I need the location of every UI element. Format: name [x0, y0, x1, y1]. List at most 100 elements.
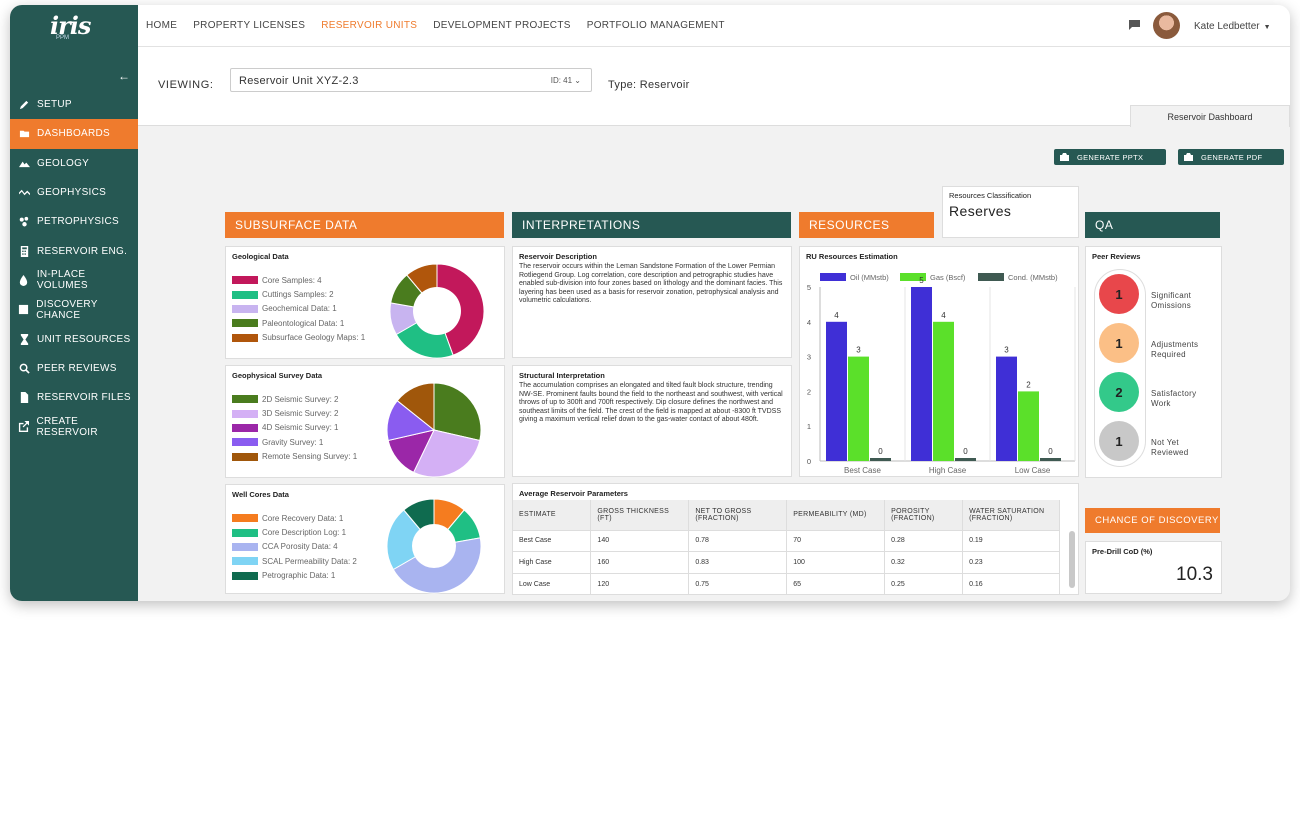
- table-cell: 100: [786, 551, 886, 573]
- sidebar-item-petrophysics[interactable]: PETROPHYSICS: [10, 207, 138, 236]
- logo[interactable]: iris PPM: [50, 11, 91, 45]
- sidebar-item-label: GEOPHYSICS: [37, 187, 107, 199]
- x-tick-label: High Case: [929, 466, 967, 475]
- pre-drill-cod-card: Pre-Drill CoD (%) 10.3: [1085, 541, 1222, 594]
- legend-label: Cuttings Samples: 2: [262, 290, 334, 300]
- pie-slice[interactable]: [412, 429, 481, 478]
- user-menu[interactable]: Kate Ledbetter ▼: [1194, 21, 1271, 32]
- donut-hole: [413, 287, 461, 335]
- dice-icon: [18, 304, 29, 316]
- molecule-icon: [18, 216, 30, 228]
- generate-pdf-button[interactable]: GENERATE PDF: [1178, 149, 1284, 165]
- table-cell: 140: [590, 529, 690, 552]
- sidebar-item-label: RESERVOIR FILES: [37, 392, 131, 404]
- legend-label: Subsurface Geology Maps: 1: [262, 333, 366, 343]
- sidebar-item-create-reservoir[interactable]: CREATE RESERVOIR: [10, 412, 138, 441]
- table-cell: 70: [786, 529, 886, 552]
- pencil-icon: [18, 99, 30, 111]
- pie-slice[interactable]: [396, 382, 435, 432]
- chevron-down-icon: ⌄: [574, 76, 581, 85]
- adjustments-required-label: Adjustments Required: [1151, 340, 1198, 360]
- topnav-reservoir-units[interactable]: RESERVOIR UNITS: [321, 20, 418, 31]
- legend-label: Core Description Log: 1: [262, 528, 347, 538]
- table-cell: High Case: [513, 551, 592, 573]
- tab-reservoir-dashboard[interactable]: Reservoir Dashboard: [1130, 105, 1290, 127]
- y-tick-label: 4: [807, 318, 811, 327]
- structural-interpretation-title: Structural Interpretation: [519, 371, 605, 380]
- topnav-home[interactable]: HOME: [146, 20, 178, 31]
- pie-slice[interactable]: [386, 509, 435, 571]
- y-tick-label: 1: [807, 422, 811, 431]
- qa-label-line2: Omissions: [1151, 301, 1192, 310]
- table-cell: 0.23: [962, 551, 1060, 573]
- adjustments-required-light[interactable]: 1: [1099, 323, 1139, 363]
- table-cell: 0.32: [884, 551, 964, 573]
- sidebar-item-dashboards[interactable]: DASHBOARDS: [10, 119, 138, 149]
- structural-interpretation-card: Structural Interpretation The accumulati…: [512, 365, 792, 477]
- collapse-sidebar-icon[interactable]: ←: [118, 69, 130, 83]
- legend-swatch: [232, 395, 258, 404]
- significant-omissions-light[interactable]: 1: [1099, 274, 1139, 314]
- unit-select[interactable]: Reservoir Unit XYZ-2.3 ID: 41 ⌄: [230, 68, 592, 92]
- sidebar-item-label: PETROPHYSICS: [37, 216, 119, 228]
- sidebar-item-geology[interactable]: GEOLOGY: [10, 149, 138, 178]
- reservoir-description-card: Reservoir Description The reservoir occu…: [512, 246, 792, 358]
- sidebar-item-discovery-chance[interactable]: DISCOVERY CHANCE: [10, 295, 138, 324]
- legend-item: Core Description Log: 1: [232, 525, 357, 539]
- legend-swatch: [232, 528, 258, 537]
- qa-label-line2: Reviewed: [1151, 448, 1189, 457]
- legend-swatch: [232, 276, 258, 285]
- qa-label-line1: Not Yet: [1151, 438, 1179, 447]
- sidebar-item-peer-reviews[interactable]: PEER REVIEWS: [10, 354, 138, 383]
- logo-subtitle: PPM: [56, 35, 70, 41]
- not-yet-reviewed-label: Not Yet Reviewed: [1151, 438, 1189, 458]
- legend-item: Core Recovery Data: 1: [232, 511, 357, 525]
- sidebar-item-label: SETUP: [37, 99, 72, 111]
- sidebar-item-unit-resources[interactable]: UNIT RESOURCES: [10, 324, 138, 353]
- sidebar-item-in-place-volumes[interactable]: IN-PLACE VOLUMES: [10, 266, 138, 295]
- legend-swatch: [232, 514, 258, 523]
- table-scrollbar[interactable]: [1069, 531, 1075, 588]
- pie-slice[interactable]: [433, 382, 482, 442]
- qa-label-line1: Satisfactory: [1151, 389, 1197, 398]
- bar-value-label: 5: [919, 276, 924, 285]
- legend-item: Remote Sensing Survey: 1: [232, 450, 357, 464]
- table-row: Best Case 140 0.78 70 0.28 0.19: [513, 529, 1060, 552]
- column-header: ESTIMATE: [513, 500, 592, 530]
- sidebar-item-label: GEOLOGY: [37, 157, 90, 169]
- not-yet-reviewed-light[interactable]: 1: [1099, 421, 1139, 461]
- table-cell: 65: [786, 572, 886, 594]
- mountain-icon: [18, 157, 30, 169]
- table-cell: Best Case: [513, 529, 592, 552]
- legend-item: 4D Seismic Survey: 1: [232, 421, 357, 435]
- legend-label: Cond. (MMstb): [1008, 273, 1058, 282]
- resources-chart-title: RU Resources Estimation: [806, 252, 898, 261]
- interpretations-header: INTERPRETATIONS: [512, 212, 791, 238]
- chat-icon[interactable]: [1129, 20, 1140, 30]
- column-header: NET TO GROSS (FRACTION): [688, 500, 788, 530]
- well-cores-card: Well Cores Data Core Recovery Data: 1 Cor…: [225, 484, 505, 594]
- sidebar-item-setup[interactable]: SETUP: [10, 90, 138, 119]
- legend-item: Core Samples: 4: [232, 273, 365, 287]
- legend-label: Remote Sensing Survey: 1: [262, 452, 358, 462]
- table-cell: 0.78: [688, 529, 788, 552]
- avatar[interactable]: [1153, 12, 1180, 39]
- generate-pptx-button[interactable]: GENERATE PPTX: [1054, 149, 1166, 165]
- legend-label: 4D Seismic Survey: 1: [262, 423, 339, 433]
- top-nav: HOME PROPERTY LICENSES RESERVOIR UNITS D…: [146, 20, 725, 31]
- sidebar-item-geophysics[interactable]: GEOPHYSICS: [10, 178, 138, 207]
- hourglass-icon: [18, 333, 30, 345]
- y-tick-label: 5: [807, 283, 811, 292]
- geophysical-data-card: Geophysical Survey Data 2D Seismic Surve…: [225, 365, 505, 478]
- sidebar-item-reservoir-eng[interactable]: RESERVOIR ENG.: [10, 236, 138, 265]
- topnav-property-licenses[interactable]: PROPERTY LICENSES: [193, 20, 306, 31]
- x-tick-label: Low Case: [1015, 466, 1051, 475]
- legend-swatch: [232, 542, 258, 551]
- topnav-development-projects[interactable]: DEVELOPMENT PROJECTS: [433, 20, 571, 31]
- table-row: High Case 160 0.83 100 0.32 0.23: [513, 551, 1060, 573]
- legend-swatch: [232, 571, 258, 580]
- satisfactory-work-light[interactable]: 2: [1099, 372, 1139, 412]
- topnav-portfolio-management[interactable]: PORTFOLIO MANAGEMENT: [586, 20, 725, 31]
- sidebar-item-reservoir-files[interactable]: RESERVOIR FILES: [10, 383, 138, 412]
- legend-swatch: [232, 423, 258, 432]
